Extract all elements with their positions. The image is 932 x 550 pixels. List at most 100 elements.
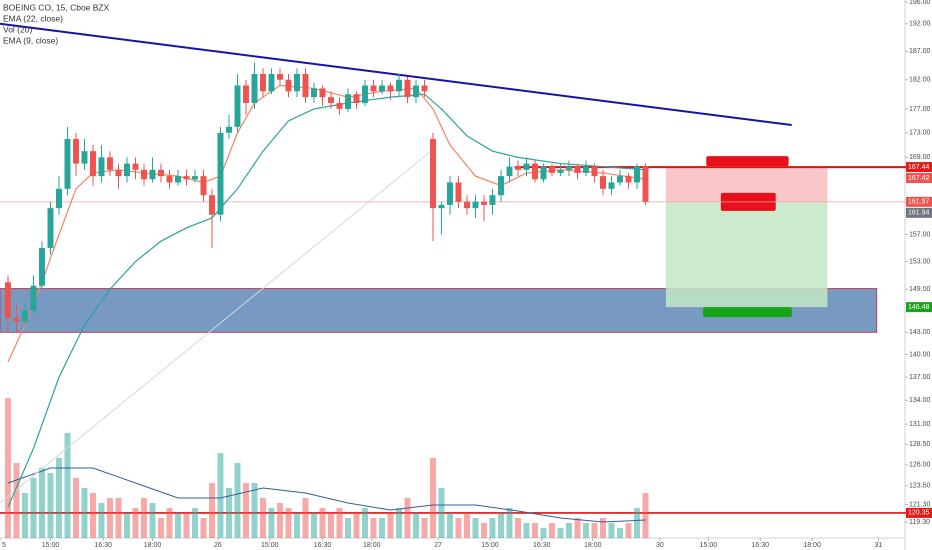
candle-body [404,79,411,98]
volume-bar [64,433,71,538]
candle-body [464,201,470,209]
candle-body [642,166,649,202]
candle-body [158,169,164,177]
candle-body [634,166,640,183]
candle-body [251,74,258,104]
candle-body [200,176,207,196]
candle-body [115,169,122,177]
candle-body [472,201,479,209]
volume-bar [625,523,632,538]
volume-bar [617,528,623,538]
volume-bar [132,508,139,538]
x-tick-label: 15:00 [481,542,499,549]
volume-bar [396,508,402,538]
y-tick-label: 137.00 [909,374,931,381]
candle-body [311,88,317,98]
trend-line [0,22,792,127]
candle-body [328,97,334,104]
x-tick-label: 5 [2,542,6,549]
candle-body [353,94,360,104]
candle-body [5,282,11,318]
candle-body [574,166,581,173]
volume-bar [175,513,181,538]
volume-bar [302,498,309,538]
volume-bar [124,513,130,538]
y-tick-label: 140.00 [909,351,931,358]
x-tick-label: 15:00 [42,542,60,549]
candle-body [81,151,88,164]
candle-body [481,201,487,205]
candle-body [336,103,343,109]
volume-bar [319,508,326,538]
y-tick-label: 169.00 [909,154,931,161]
x-tick-label: 16:30 [533,542,551,549]
candle-body [39,247,45,286]
target-zone [665,201,828,308]
volume-bar [498,513,504,538]
y-tick-label: 128.50 [909,441,931,448]
candle-body [192,176,198,180]
candle-body [98,157,105,177]
price-label-bg [906,207,932,218]
price-label-bg [906,302,932,313]
candle-body [209,195,215,215]
volume-bar [328,513,334,538]
y-tick-label: 173.00 [909,130,931,137]
volume-bar [39,468,45,538]
candle-body [557,169,564,173]
x-tick-label: 31 [874,542,882,549]
candle-body [396,79,402,92]
volume-bar [73,478,79,538]
volume-bar [404,498,411,538]
volume-bar [489,518,496,538]
volume-bar [115,498,122,538]
volume-bar [532,523,538,538]
volume-bar [557,528,564,538]
x-tick-label: 18:00 [363,542,381,549]
y-tick-label: 153.00 [909,258,931,265]
candle-body [600,176,606,189]
volume-bar [583,523,589,538]
candle-body [345,94,351,109]
volume-bar [277,503,283,538]
candle-body [90,151,96,177]
candle-body [234,85,241,127]
candle-body [22,310,28,322]
header: BOEING CO, 15, Cboe BZX EMA (22, close) … [3,2,110,45]
volume-bar [5,398,11,538]
volume-bar [540,528,547,538]
candle-body [540,166,547,180]
candle-body [107,157,113,170]
price-label-bg [906,507,932,518]
candle-body [532,163,538,180]
volume-bar [243,483,249,538]
candle-body [515,166,521,170]
volume-bar [141,498,147,538]
volume-bar [464,513,470,538]
y-tick-label: 121.30 [909,502,931,509]
volume-bar [574,518,581,538]
candle-body [319,88,326,98]
candle-body [625,176,632,183]
volume-bar [549,523,555,538]
volume-bar [226,488,232,538]
chart-title: BOEING CO, 15, Cboe BZX [3,2,110,12]
y-tick-label: 119.30 [909,519,930,526]
candle-body [260,74,266,92]
volume-bar [217,453,224,538]
y-tick-label: 187.00 [909,48,931,55]
volume-bar [47,473,54,538]
candle-body [447,182,453,205]
volume-bar [260,498,266,538]
candle-body [73,138,79,164]
candle-body [591,166,598,177]
candle-body [438,204,445,209]
volume-bar [591,523,598,538]
candle-body [294,74,300,92]
volume-bar [158,518,164,538]
candle-body [285,79,292,92]
volume-bar [268,508,275,538]
price-label: 167.44 [908,164,930,171]
